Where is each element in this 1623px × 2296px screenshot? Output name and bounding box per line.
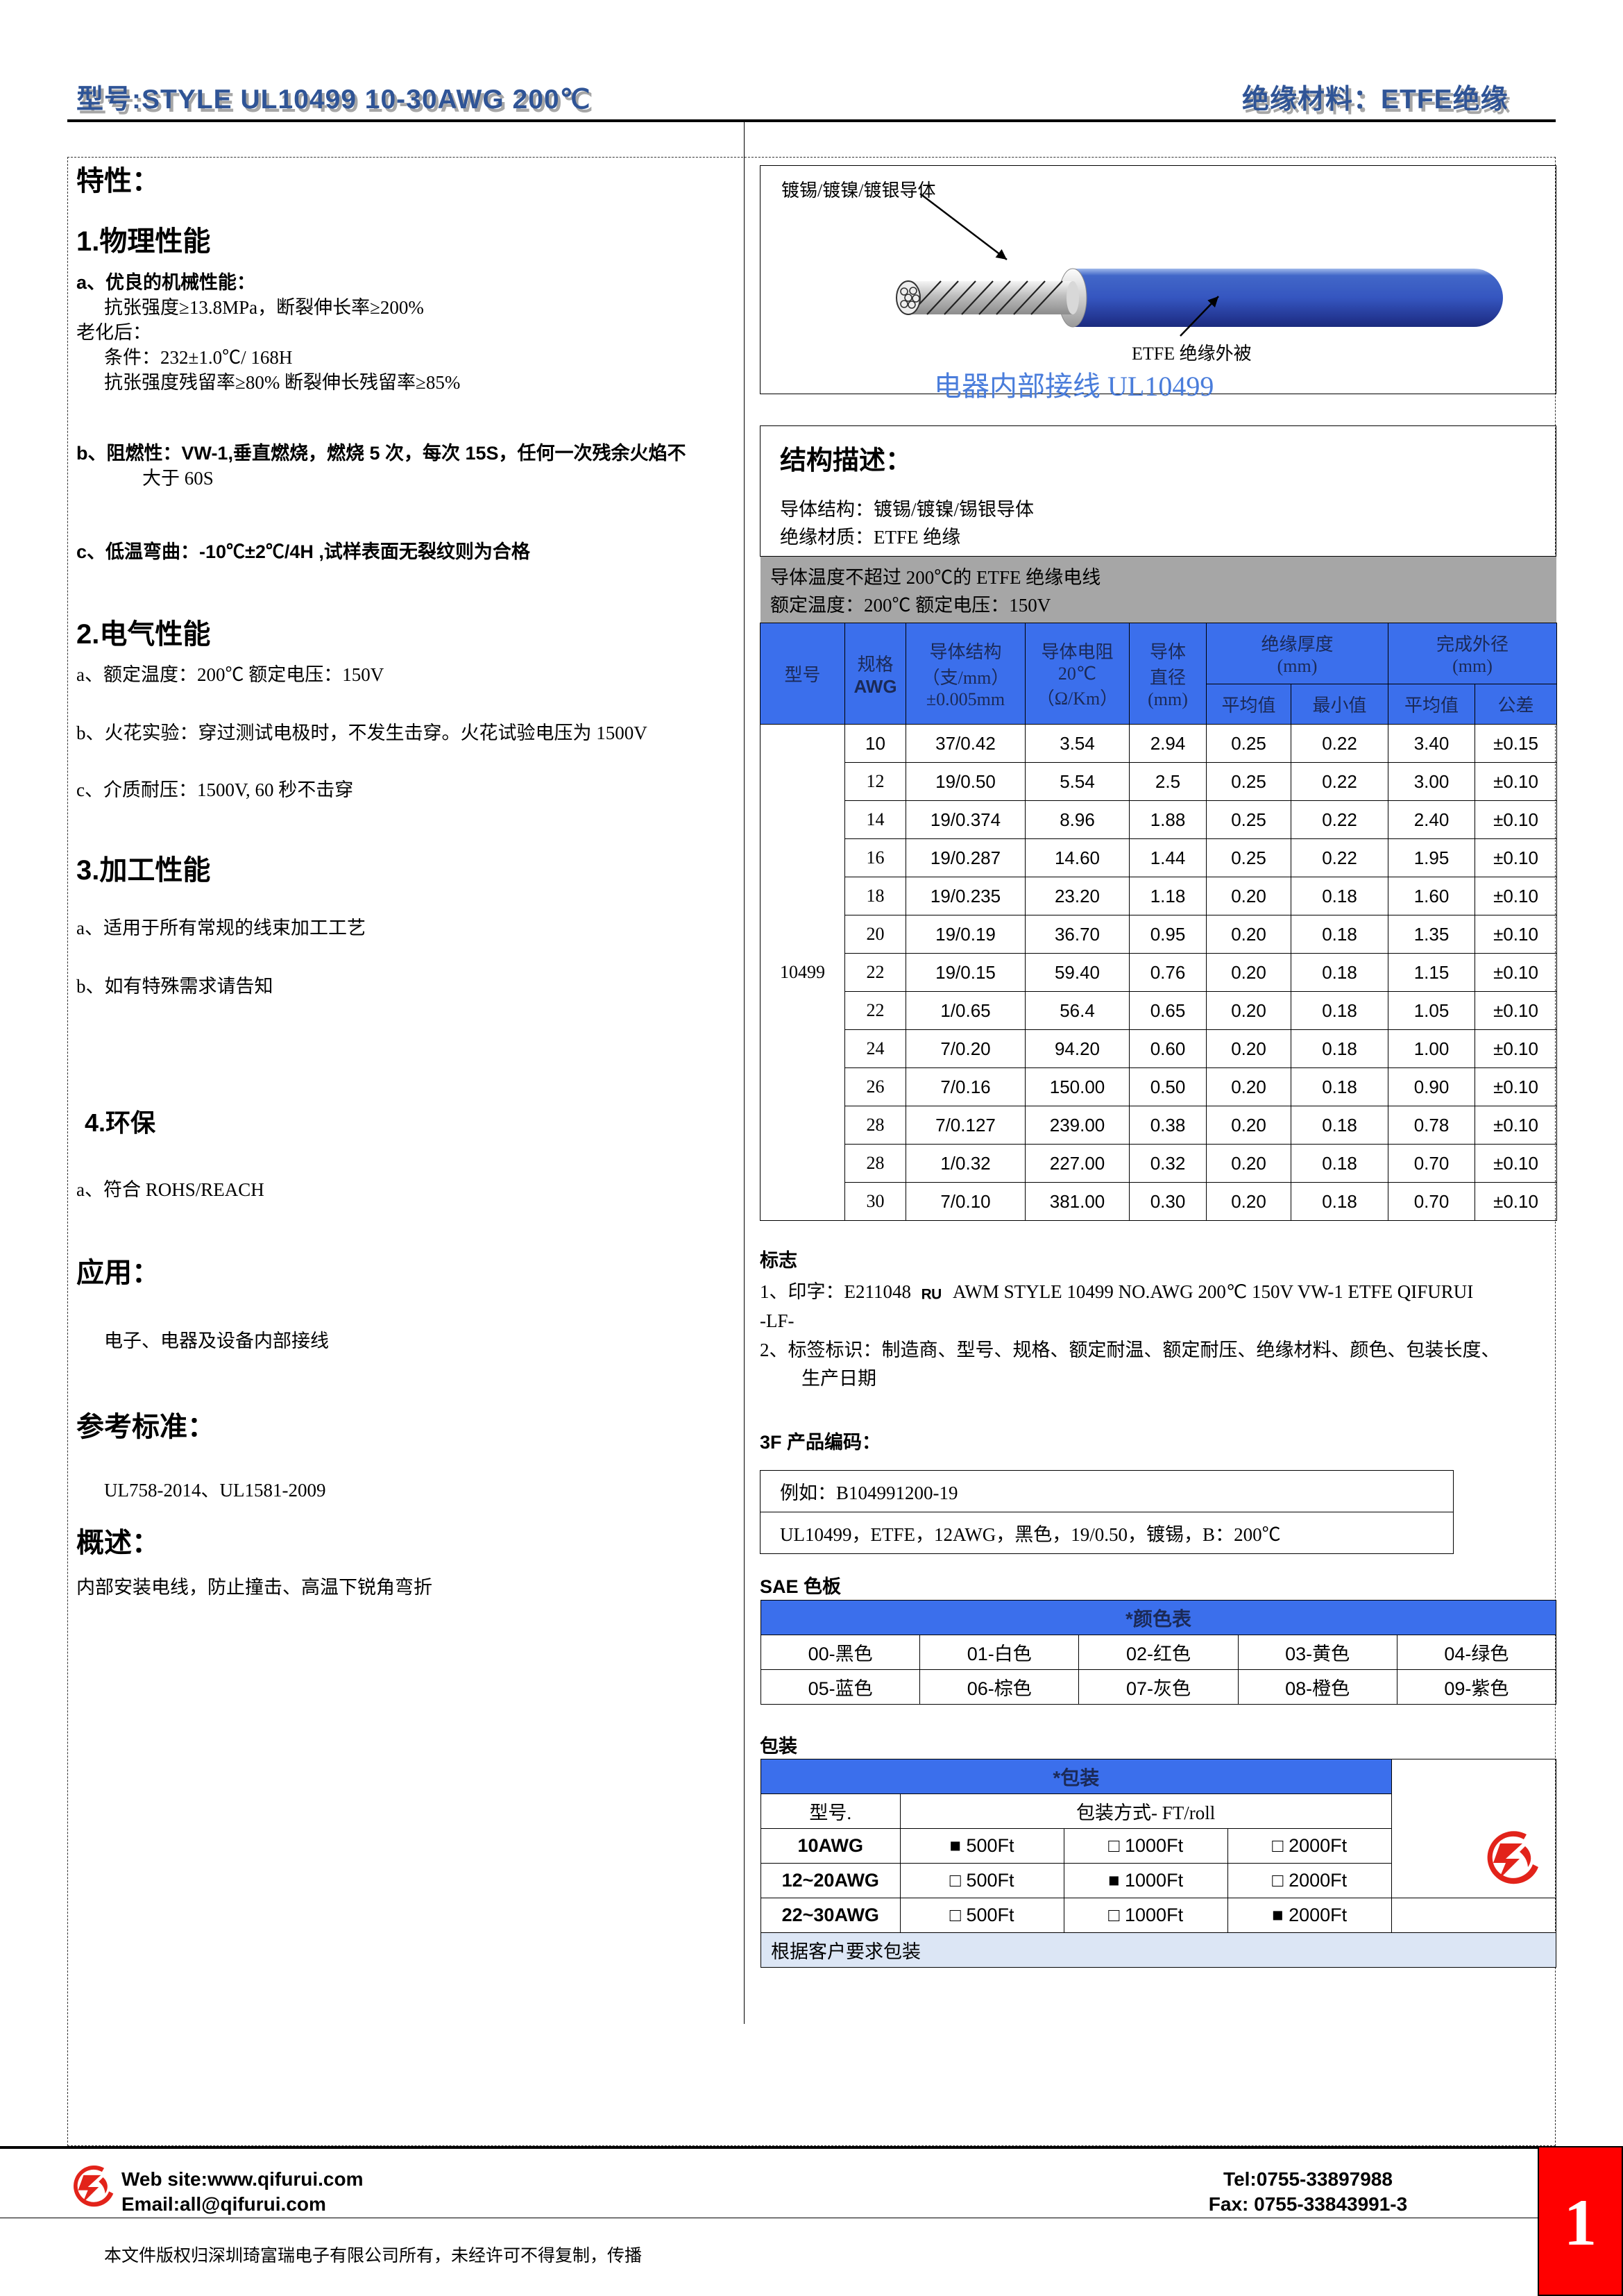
svg-text:R: R (921, 1286, 931, 1302)
svg-text:U: U (931, 1286, 942, 1302)
